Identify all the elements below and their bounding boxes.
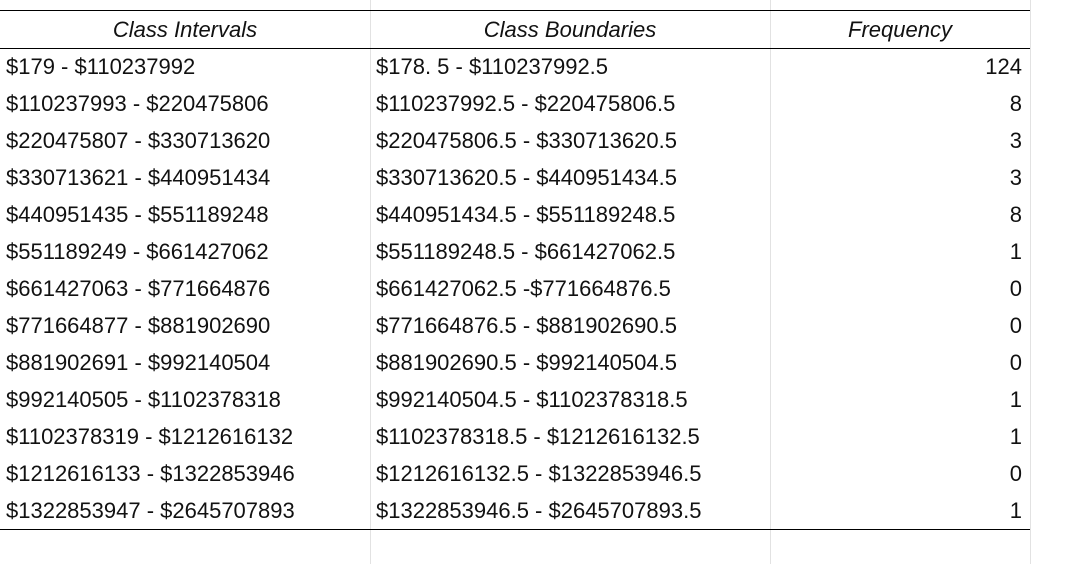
table-row: $179 - $110237992 $178. 5 - $110237992.5 1… [0,49,1030,86]
frequency-cell[interactable]: 3 [1009,128,1022,153]
class-interval-cell[interactable]: $881902691 - $992140504 [6,350,271,375]
class-boundary-cell[interactable]: $771664876.5 - $881902690.5 [376,313,677,338]
grid-line [370,0,371,564]
frequency-cell[interactable]: 8 [1009,202,1022,227]
frequency-cell[interactable]: 0 [1009,313,1022,338]
class-interval-cell[interactable]: $771664877 - $881902690 [6,313,271,338]
frequency-table: Class Intervals Class Boundaries Frequen… [0,10,1030,530]
class-interval-cell[interactable]: $1212616133 - $1322853946 [6,461,295,486]
class-boundary-cell[interactable]: $330713620.5 - $440951434.5 [376,165,677,190]
frequency-cell[interactable]: 1 [1009,387,1022,412]
frequency-cell[interactable]: 0 [1009,276,1022,301]
class-boundary-cell[interactable]: $1212616132.5 - $1322853946.5 [376,461,702,486]
header-class-boundaries[interactable]: Class Boundaries [370,10,770,49]
class-interval-cell[interactable]: $551189249 - $661427062 [6,239,269,264]
table-row: $771664877 - $881902690 $771664876.5 - $8… [0,308,1030,345]
class-interval-cell[interactable]: $1322853947 - $2645707893 [0,492,370,530]
class-interval-cell[interactable]: $220475807 - $330713620 [6,128,271,153]
table-row: $551189249 - $661427062 $551189248.5 - $6… [0,234,1030,271]
table-row: $220475807 - $330713620 $220475806.5 - $3… [0,123,1030,160]
class-boundary-cell[interactable]: $881902690.5 - $992140504.5 [376,350,677,375]
frequency-cell[interactable]: 1 [1009,424,1022,449]
table-row: $1102378319 - $1212616132 $1102378318.5 -… [0,419,1030,456]
class-boundary-cell[interactable]: $992140504.5 - $1102378318.5 [376,387,688,412]
frequency-cell[interactable]: 124 [985,54,1022,80]
table-row: $881902691 - $992140504 $881902690.5 - $9… [0,345,1030,382]
class-boundary-cell[interactable]: $661427062.5 -$771664876.5 [376,276,671,301]
class-boundary-cell[interactable]: $178. 5 - $110237992.5 [376,54,609,80]
table-row: $992140505 - $1102378318 $992140504.5 - … [0,382,1030,419]
class-interval-cell[interactable]: $440951435 - $551189248 [6,202,269,227]
class-interval-cell[interactable]: $661427063 - $771664876 [6,276,271,301]
frequency-cell[interactable]: 1 [770,492,1030,530]
header-row: Class Intervals Class Boundaries Frequen… [0,10,1030,49]
class-boundary-cell[interactable]: $551189248.5 - $661427062.5 [376,239,676,264]
class-boundary-cell[interactable]: $1322853946.5 - $2645707893.5 [370,492,770,530]
class-boundary-cell[interactable]: $220475806.5 - $330713620.5 [376,128,677,153]
table-row: $661427063 - $771664876 $661427062.5 -$7… [0,271,1030,308]
table-row: $1322853947 - $2645707893 $1322853946.5 -… [0,492,1030,530]
table-row: $1212616133 - $1322853946 $1212616132.5 -… [0,456,1030,493]
frequency-cell[interactable]: 3 [1009,165,1022,190]
class-boundary-cell[interactable]: $110237992.5 - $220475806.5 [376,91,676,116]
table-row: $440951435 - $551189248 $440951434.5 - $5… [0,197,1030,234]
class-interval-cell[interactable]: $330713621 - $440951434 [6,165,271,190]
table-row: $110237993 - $220475806 $110237992.5 - $2… [0,86,1030,123]
grid-line [1030,0,1031,564]
header-frequency[interactable]: Frequency [770,10,1030,49]
frequency-cell[interactable]: 0 [1009,350,1022,375]
class-interval-cell[interactable]: $179 - $110237992 [6,54,196,80]
header-class-intervals[interactable]: Class Intervals [0,10,370,49]
frequency-cell[interactable]: 1 [1009,239,1022,264]
class-interval-cell[interactable]: $1102378319 - $1212616132 [6,424,294,449]
table-row: $330713621 - $440951434 $330713620.5 - $4… [0,160,1030,197]
class-boundary-cell[interactable]: $1102378318.5 - $1212616132.5 [376,424,700,449]
class-boundary-cell[interactable]: $440951434.5 - $551189248.5 [376,202,676,227]
grid-line [770,0,771,564]
frequency-cell[interactable]: 0 [1009,461,1022,486]
frequency-cell[interactable]: 8 [1009,91,1022,116]
class-interval-cell[interactable]: $992140505 - $1102378318 [6,387,281,412]
class-interval-cell[interactable]: $110237993 - $220475806 [6,91,269,116]
